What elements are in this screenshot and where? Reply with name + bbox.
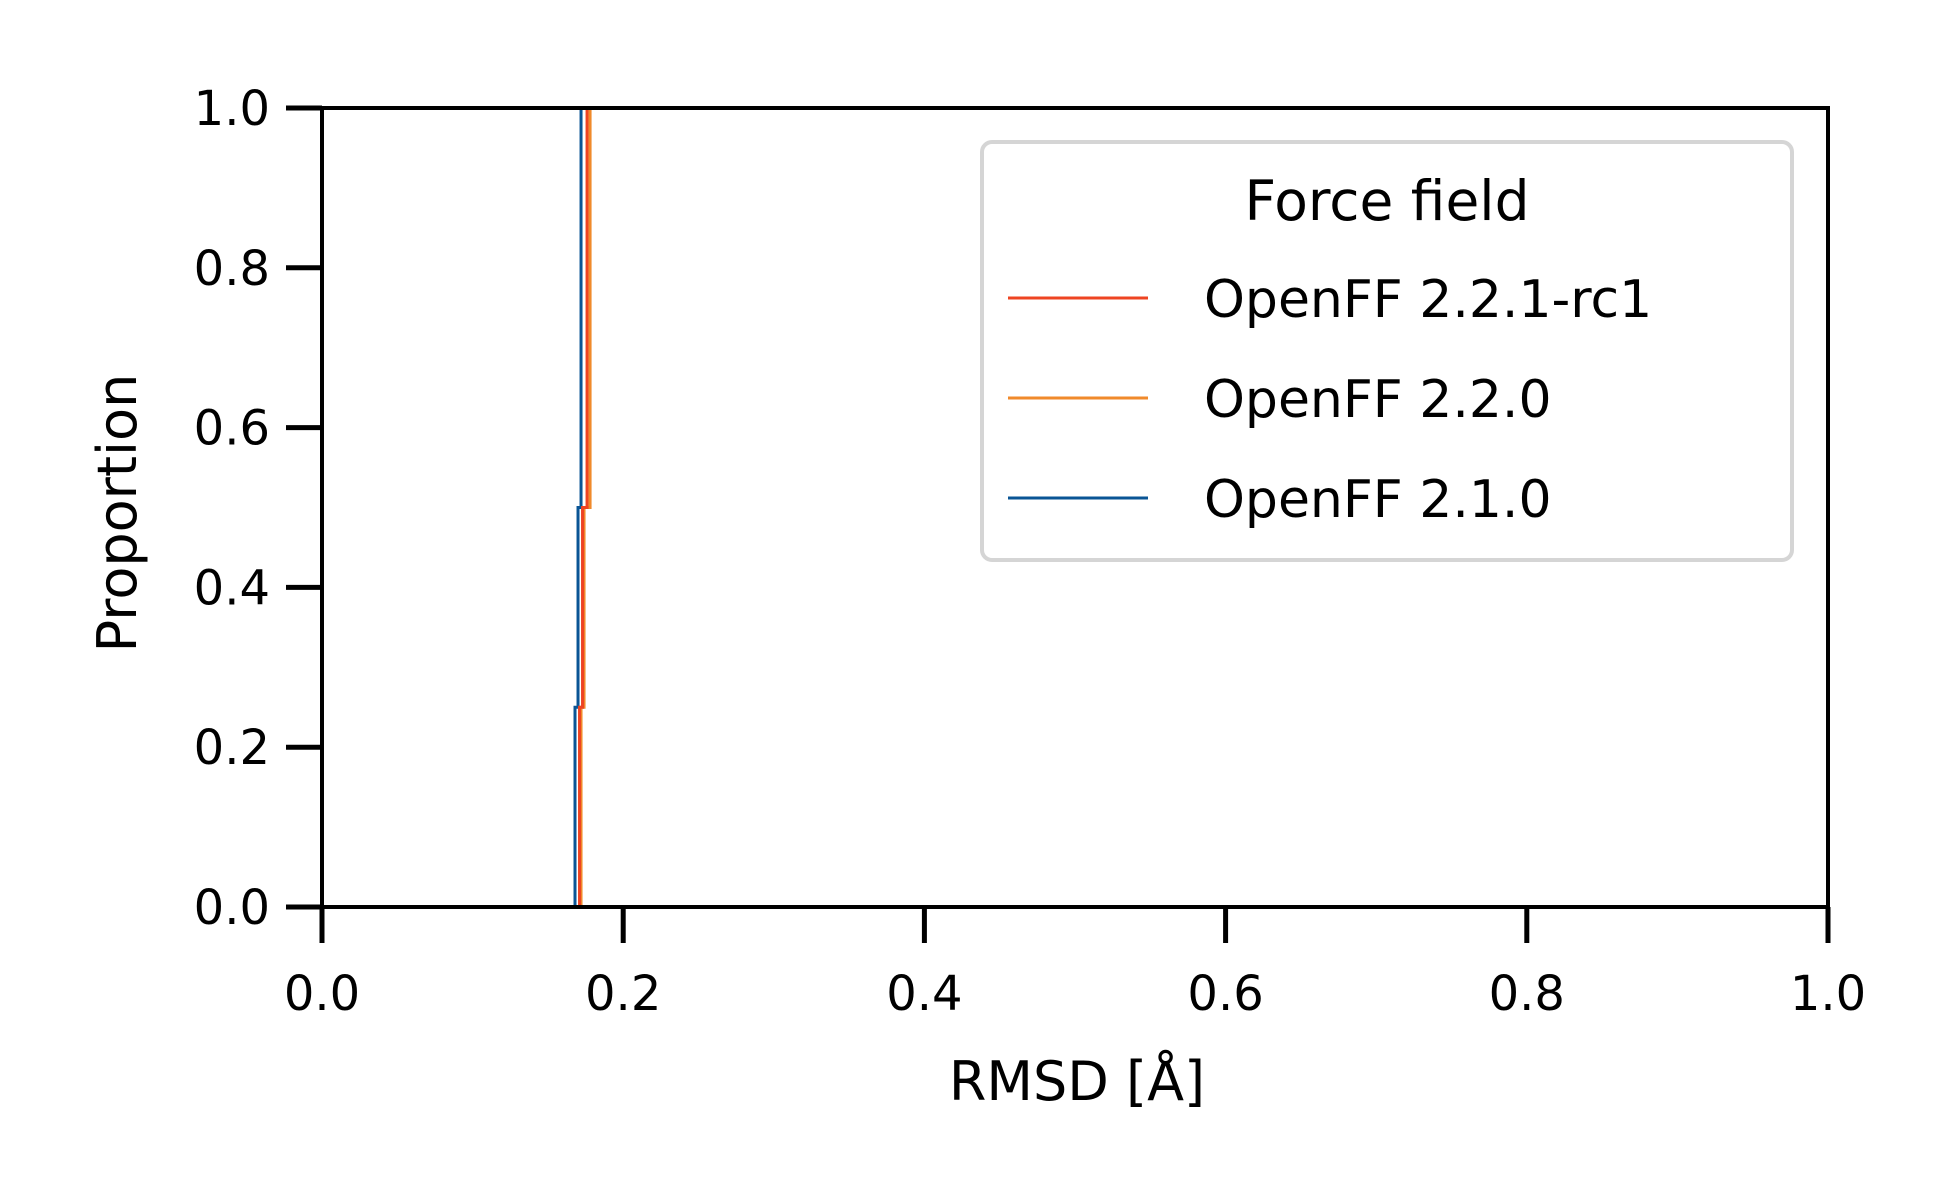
legend-label: OpenFF 2.1.0: [1204, 470, 1552, 530]
x-tick-label: 1.0: [1790, 966, 1866, 1022]
x-axis: 0.0 0.2 0.4 0.6 0.8 1.0: [284, 907, 1866, 1022]
x-tick-label: 0.8: [1489, 966, 1565, 1022]
y-tick-label: 0.0: [194, 880, 270, 936]
y-tick-label: 0.2: [194, 720, 270, 776]
series-line: [578, 108, 589, 909]
legend-label: OpenFF 2.2.0: [1204, 370, 1552, 430]
y-axis-label: Proportion: [86, 374, 149, 653]
y-tick-label: 0.4: [194, 560, 270, 616]
plot-frame: [320, 106, 1830, 909]
legend: Force field OpenFF 2.2.1-rc1 OpenFF 2.2.0…: [980, 140, 1794, 562]
legend-title: Force field: [1245, 169, 1530, 233]
x-axis-label: RMSD [Å]: [949, 1049, 1205, 1113]
legend-box: [980, 140, 1794, 562]
y-tick-label: 0.8: [194, 241, 270, 297]
y-axis: 0.0 0.2 0.4 0.6 0.8 1.0: [194, 81, 322, 936]
x-tick-label: 0.4: [886, 966, 962, 1022]
y-tick-label: 1.0: [194, 81, 270, 137]
series-layer: [571, 108, 592, 909]
x-tick-label: 0.2: [585, 966, 661, 1022]
y-tick-label: 0.6: [194, 401, 270, 457]
x-tick-label: 0.6: [1187, 966, 1263, 1022]
legend-entries: OpenFF 2.2.1-rc1 OpenFF 2.2.0 OpenFF 2.1.0: [1008, 270, 1652, 530]
x-tick-label: 0.0: [284, 966, 360, 1022]
series-line: [571, 108, 592, 909]
legend-label: OpenFF 2.2.1-rc1: [1204, 270, 1652, 330]
series-line: [573, 108, 583, 907]
